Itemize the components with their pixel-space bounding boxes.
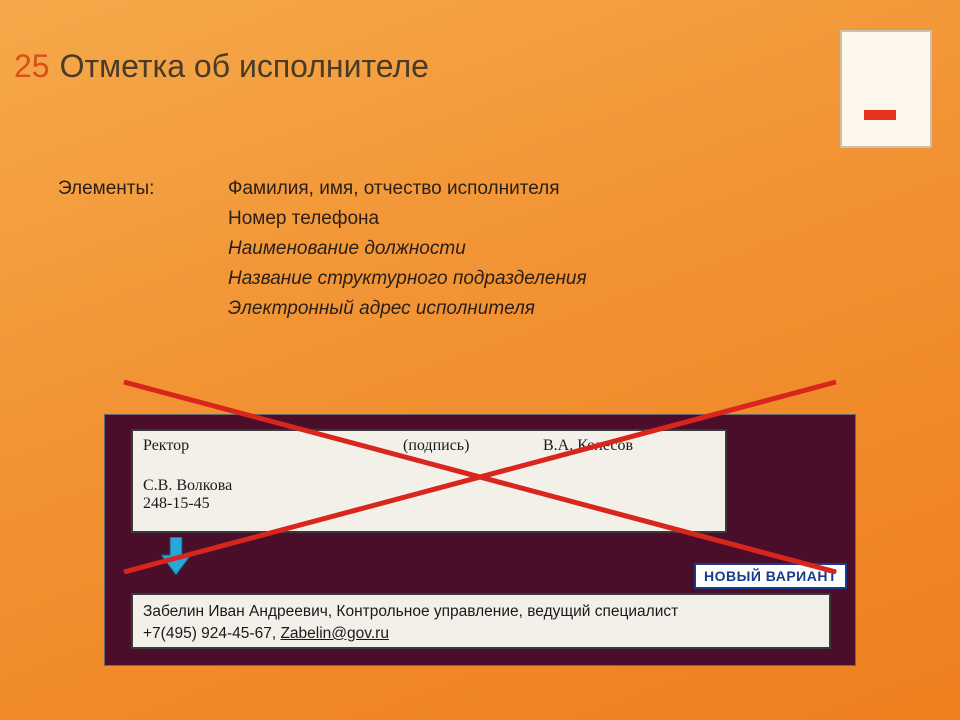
old-name: В.А. Колесов [543,437,633,455]
old-signature: (подпись) [403,437,543,455]
slide-title: 25 Отметка об исполнителе [14,48,429,85]
element-item: Наименование должности [228,238,466,260]
title-number: 25 [14,48,50,85]
old-executor: С.В. Волкова [143,477,715,495]
title-text: Отметка об исполнителе [60,48,429,85]
element-item: Фамилия, имя, отчество исполнителя [228,178,560,200]
document-icon-bar [864,110,896,120]
element-item: Номер телефона [228,208,379,230]
new-variant-badge: НОВЫЙ ВАРИАНТ [694,563,847,589]
new-line1: Забелин Иван Андреевич, Контрольное упра… [143,601,819,623]
elements-list: Элементы: Фамилия, имя, отчество исполни… [58,178,778,328]
elements-label: Элементы: [58,178,228,200]
new-variant-box: Забелин Иван Андреевич, Контрольное упра… [131,593,831,649]
arrow-down-icon [161,537,191,575]
document-icon [840,30,932,148]
old-variant-box: Ректор (подпись) В.А. Колесов С.В. Волко… [131,429,727,533]
slide: 25 Отметка об исполнителе Элементы: Фами… [0,0,960,720]
new-phone: +7(495) 924-45-67, [143,625,280,642]
old-rector: Ректор [143,437,403,455]
element-item: Электронный адрес исполнителя [228,298,535,320]
example-panel: Ректор (подпись) В.А. Колесов С.В. Волко… [104,414,856,666]
new-email: Zabelin@gov.ru [280,625,389,642]
old-phone: 248-15-45 [143,495,715,513]
element-item: Название структурного подразделения [228,268,587,290]
